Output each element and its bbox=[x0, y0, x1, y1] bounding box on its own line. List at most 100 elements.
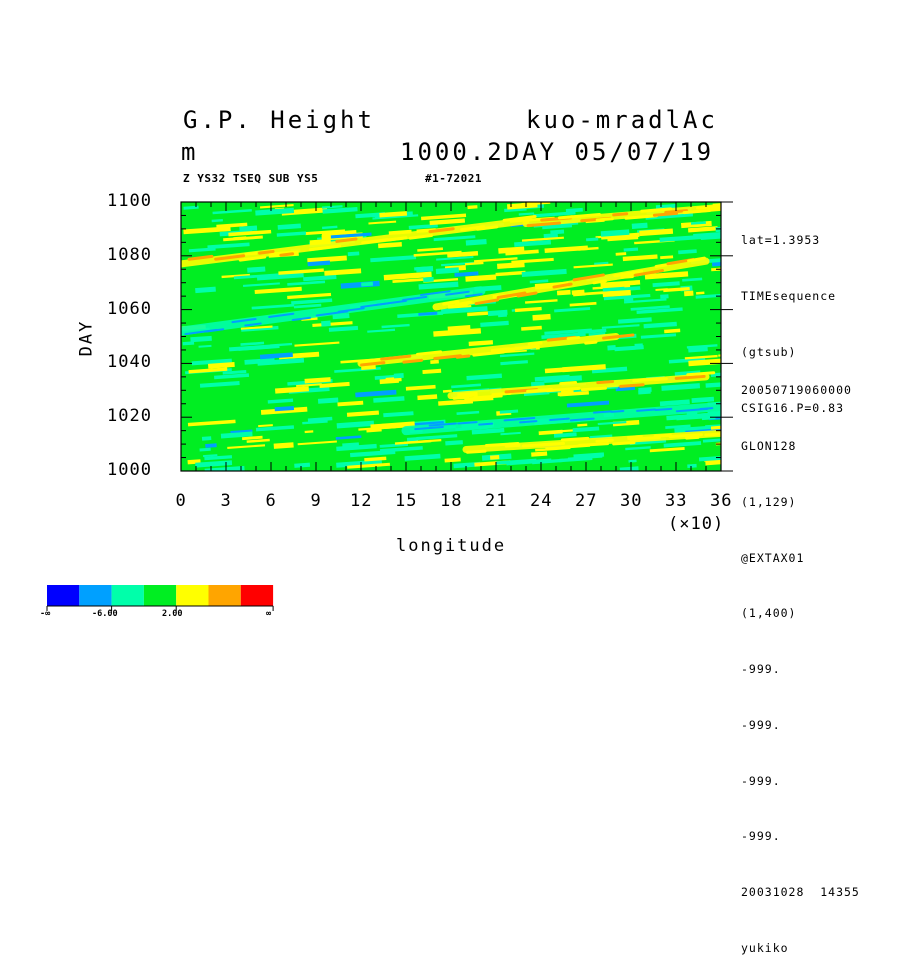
field-streak bbox=[497, 313, 507, 318]
info-panel-bottom: 20050719060000 GLON128 (1,129) @EXTAX01 … bbox=[741, 344, 860, 976]
field-streak bbox=[442, 389, 452, 393]
field-streak bbox=[710, 371, 721, 377]
field-streak bbox=[456, 410, 480, 415]
field-streak bbox=[553, 432, 577, 438]
field-band-segment bbox=[704, 432, 721, 437]
y-tick-label: 1020 bbox=[107, 406, 152, 427]
field-streak bbox=[255, 425, 295, 432]
field-streak bbox=[631, 222, 648, 229]
info-line: lat=1.3953 bbox=[741, 233, 821, 248]
field-streak bbox=[222, 370, 247, 375]
field-streak bbox=[659, 234, 703, 242]
colorbar-label-high: 2.00 bbox=[162, 609, 183, 619]
field-streak bbox=[655, 288, 668, 291]
field-streak bbox=[259, 352, 293, 360]
field-streak bbox=[408, 223, 438, 230]
field-band-segment bbox=[205, 328, 225, 333]
field-band-segment bbox=[592, 279, 607, 285]
field-streak bbox=[291, 298, 333, 305]
field-streak bbox=[719, 406, 721, 410]
field-streak bbox=[683, 290, 694, 297]
field-streak bbox=[321, 229, 357, 236]
field-band bbox=[357, 333, 620, 367]
field-streak bbox=[624, 298, 667, 304]
field-streak bbox=[418, 281, 459, 290]
field-band-segment bbox=[527, 341, 543, 346]
field-streak bbox=[618, 317, 652, 324]
field-streak bbox=[322, 205, 343, 209]
field-streak bbox=[664, 328, 681, 334]
field-band-segment bbox=[686, 371, 716, 377]
field-streak bbox=[652, 281, 680, 288]
field-band-segment bbox=[466, 449, 487, 454]
field-streak bbox=[330, 232, 372, 239]
field-band-segment bbox=[632, 377, 656, 383]
field-streak bbox=[322, 225, 338, 230]
field-streak bbox=[433, 235, 476, 242]
field-streak bbox=[394, 439, 432, 445]
field-streak bbox=[556, 289, 571, 296]
field-streak bbox=[302, 420, 328, 425]
subtitle-left: Z YS32 TSEQ SUB YS5 bbox=[183, 172, 319, 185]
field-band-segment bbox=[268, 312, 295, 319]
unit-label: m bbox=[181, 138, 199, 166]
field-band-segment bbox=[187, 254, 214, 261]
field-streak bbox=[223, 235, 263, 242]
field-streak bbox=[464, 261, 484, 266]
field-band-segment bbox=[602, 333, 635, 340]
field-streak bbox=[251, 303, 295, 310]
field-band-segment bbox=[633, 269, 665, 277]
field-band-segment bbox=[402, 295, 428, 301]
field-streak bbox=[578, 246, 599, 251]
field-streak bbox=[241, 435, 263, 441]
field-streak bbox=[615, 252, 627, 256]
field-band-segment bbox=[596, 380, 615, 385]
field-streak bbox=[559, 391, 589, 397]
field-streak bbox=[416, 434, 458, 441]
field-streak bbox=[569, 301, 597, 307]
field-band-segment bbox=[654, 407, 673, 412]
field-streak bbox=[378, 241, 402, 249]
field-streak bbox=[600, 279, 641, 288]
field-streak bbox=[358, 425, 396, 431]
field-streak bbox=[533, 211, 576, 218]
field-streak bbox=[260, 406, 308, 415]
field-streak bbox=[573, 263, 613, 269]
field-streak bbox=[597, 421, 627, 426]
field-streak bbox=[337, 400, 364, 407]
field-band-segment bbox=[699, 407, 714, 411]
field-band-segment bbox=[685, 435, 700, 440]
field-streak bbox=[438, 398, 474, 406]
field-streak bbox=[636, 307, 683, 314]
field-streak bbox=[562, 364, 606, 373]
field-band-segment bbox=[566, 213, 601, 219]
field-streak bbox=[467, 311, 493, 317]
field-streak bbox=[195, 460, 233, 468]
info-line: -999. bbox=[741, 717, 781, 732]
field-streak bbox=[214, 373, 250, 380]
field-streak bbox=[332, 313, 350, 320]
field-streak bbox=[190, 335, 212, 343]
field-streak bbox=[379, 211, 408, 218]
field-band-segment bbox=[473, 394, 503, 400]
info-line: CSIG16.P=0.83 bbox=[741, 400, 845, 415]
colorbar-swatch bbox=[240, 585, 274, 606]
field-streak bbox=[435, 267, 460, 275]
field-streak bbox=[696, 291, 705, 295]
field-streak bbox=[183, 205, 199, 210]
field-streak bbox=[466, 373, 503, 381]
field-band-segment bbox=[472, 350, 506, 357]
field-streak bbox=[712, 261, 721, 267]
field-streak bbox=[602, 286, 625, 292]
field-streak bbox=[586, 237, 599, 242]
field-band-segment bbox=[445, 290, 470, 296]
field-streak bbox=[276, 231, 307, 237]
colorbar-swatch bbox=[208, 585, 241, 606]
field-streak bbox=[368, 220, 397, 225]
field-streak bbox=[660, 294, 669, 299]
field-streak bbox=[649, 446, 685, 453]
field-band-segment bbox=[258, 249, 275, 255]
field-streak bbox=[521, 268, 567, 277]
field-band-segment bbox=[538, 441, 566, 447]
field-streak bbox=[267, 398, 294, 404]
